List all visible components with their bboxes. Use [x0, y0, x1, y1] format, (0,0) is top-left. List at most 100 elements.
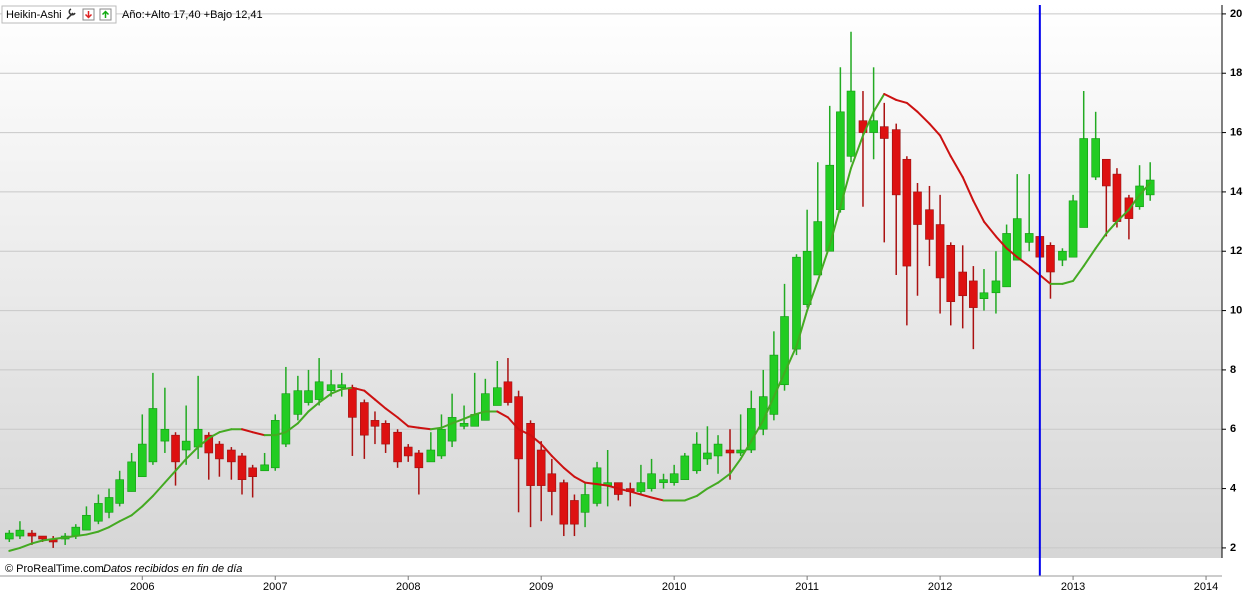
ma-segment [795, 309, 809, 348]
ma-segment [141, 494, 154, 508]
candle-body [703, 452, 712, 460]
y-tick-label: 16 [1230, 126, 1242, 138]
candle-body [592, 467, 602, 504]
candle-body [426, 449, 436, 463]
grid [0, 13, 1222, 549]
ma-segment [185, 446, 200, 460]
ma-segment [706, 481, 720, 490]
y-tick-label: 8 [1230, 364, 1236, 376]
candle-body [227, 449, 236, 463]
ma-segment [197, 437, 210, 449]
candle-body [769, 354, 779, 415]
ma-segment [529, 434, 543, 446]
candle-body [669, 473, 679, 483]
candle-body [570, 500, 579, 525]
candle-body [437, 428, 446, 457]
candle-body [636, 482, 646, 492]
ma-segment [473, 410, 487, 416]
ma-segment [806, 279, 819, 312]
candle-body [913, 191, 922, 225]
ma-segment [451, 417, 466, 425]
candle-body [1079, 138, 1089, 228]
candle-body [314, 381, 324, 400]
ma-segment [463, 413, 476, 420]
ma-segment [85, 530, 100, 536]
candle-body [925, 209, 934, 240]
ma-segment [30, 539, 44, 545]
candle-body [580, 494, 590, 513]
candle-body [869, 120, 878, 133]
x-tick-label: 2012 [928, 581, 952, 593]
ma-segment [717, 472, 732, 484]
ma-segment [895, 98, 908, 104]
candle-body [559, 482, 569, 525]
ma-segment [41, 538, 55, 542]
ma-segment [274, 431, 287, 437]
candle-body [348, 387, 357, 418]
ma-segment [1028, 265, 1041, 276]
ma-segment [540, 443, 553, 457]
ma-segment [1127, 193, 1141, 211]
ma-segment [384, 407, 399, 419]
ma-segment [562, 466, 576, 478]
candle-body [326, 384, 336, 391]
ma-segment [517, 428, 532, 437]
candle-body [260, 464, 269, 472]
ma-segment [74, 533, 88, 538]
candle-body [935, 224, 945, 279]
candle-body [281, 393, 291, 445]
ma-segment [828, 205, 842, 247]
y-tick-label: 18 [1230, 67, 1242, 79]
candle-body [337, 384, 347, 389]
candle-body [293, 390, 303, 415]
ma-segment [97, 526, 111, 533]
candle-body [802, 250, 812, 305]
ma-segment [307, 401, 321, 413]
ma-segment [241, 428, 254, 434]
ma-segment [584, 481, 599, 486]
candle-body [825, 164, 835, 252]
candle-body [15, 529, 25, 537]
ma-segment [440, 422, 454, 429]
candle-body [792, 256, 801, 350]
ma-segment [218, 428, 233, 434]
candle-body [991, 280, 1001, 294]
ma-segment [351, 386, 366, 392]
candle-body [237, 455, 247, 480]
settings-icon[interactable] [66, 8, 76, 20]
candle-body [1002, 233, 1011, 288]
candle-body [82, 514, 91, 531]
ma-segment [506, 416, 520, 431]
ma-segment [1115, 208, 1130, 223]
ma-segment [650, 496, 665, 502]
candle-body [160, 428, 170, 442]
ma-segment [1016, 256, 1031, 268]
candle-body [958, 271, 968, 297]
ma-segment [1094, 232, 1108, 250]
ma-segment [373, 398, 387, 410]
candle-body [713, 443, 723, 457]
ma-segment [872, 93, 886, 113]
ma-segment [330, 388, 343, 395]
ma-segment [916, 110, 931, 125]
y-tick-label: 10 [1230, 304, 1242, 316]
candle-body [447, 417, 457, 442]
ma-segment [1072, 265, 1085, 282]
ma-segment [629, 490, 642, 496]
candle-body [1068, 200, 1078, 258]
ma-segment [750, 419, 765, 443]
x-tick-label: 2009 [529, 581, 553, 593]
candle-body [846, 90, 856, 157]
x-tick-label: 2011 [795, 581, 819, 593]
candle-body [148, 408, 158, 463]
ma-segment [961, 176, 975, 202]
ma-segment [163, 469, 177, 484]
ma-segment [905, 101, 919, 113]
candle-body [481, 393, 490, 421]
candle-body [137, 443, 147, 478]
candle-body [248, 467, 257, 478]
y-tick-label: 2 [1230, 542, 1236, 554]
raise-arrow [101, 10, 110, 18]
ma-segment [251, 431, 266, 437]
